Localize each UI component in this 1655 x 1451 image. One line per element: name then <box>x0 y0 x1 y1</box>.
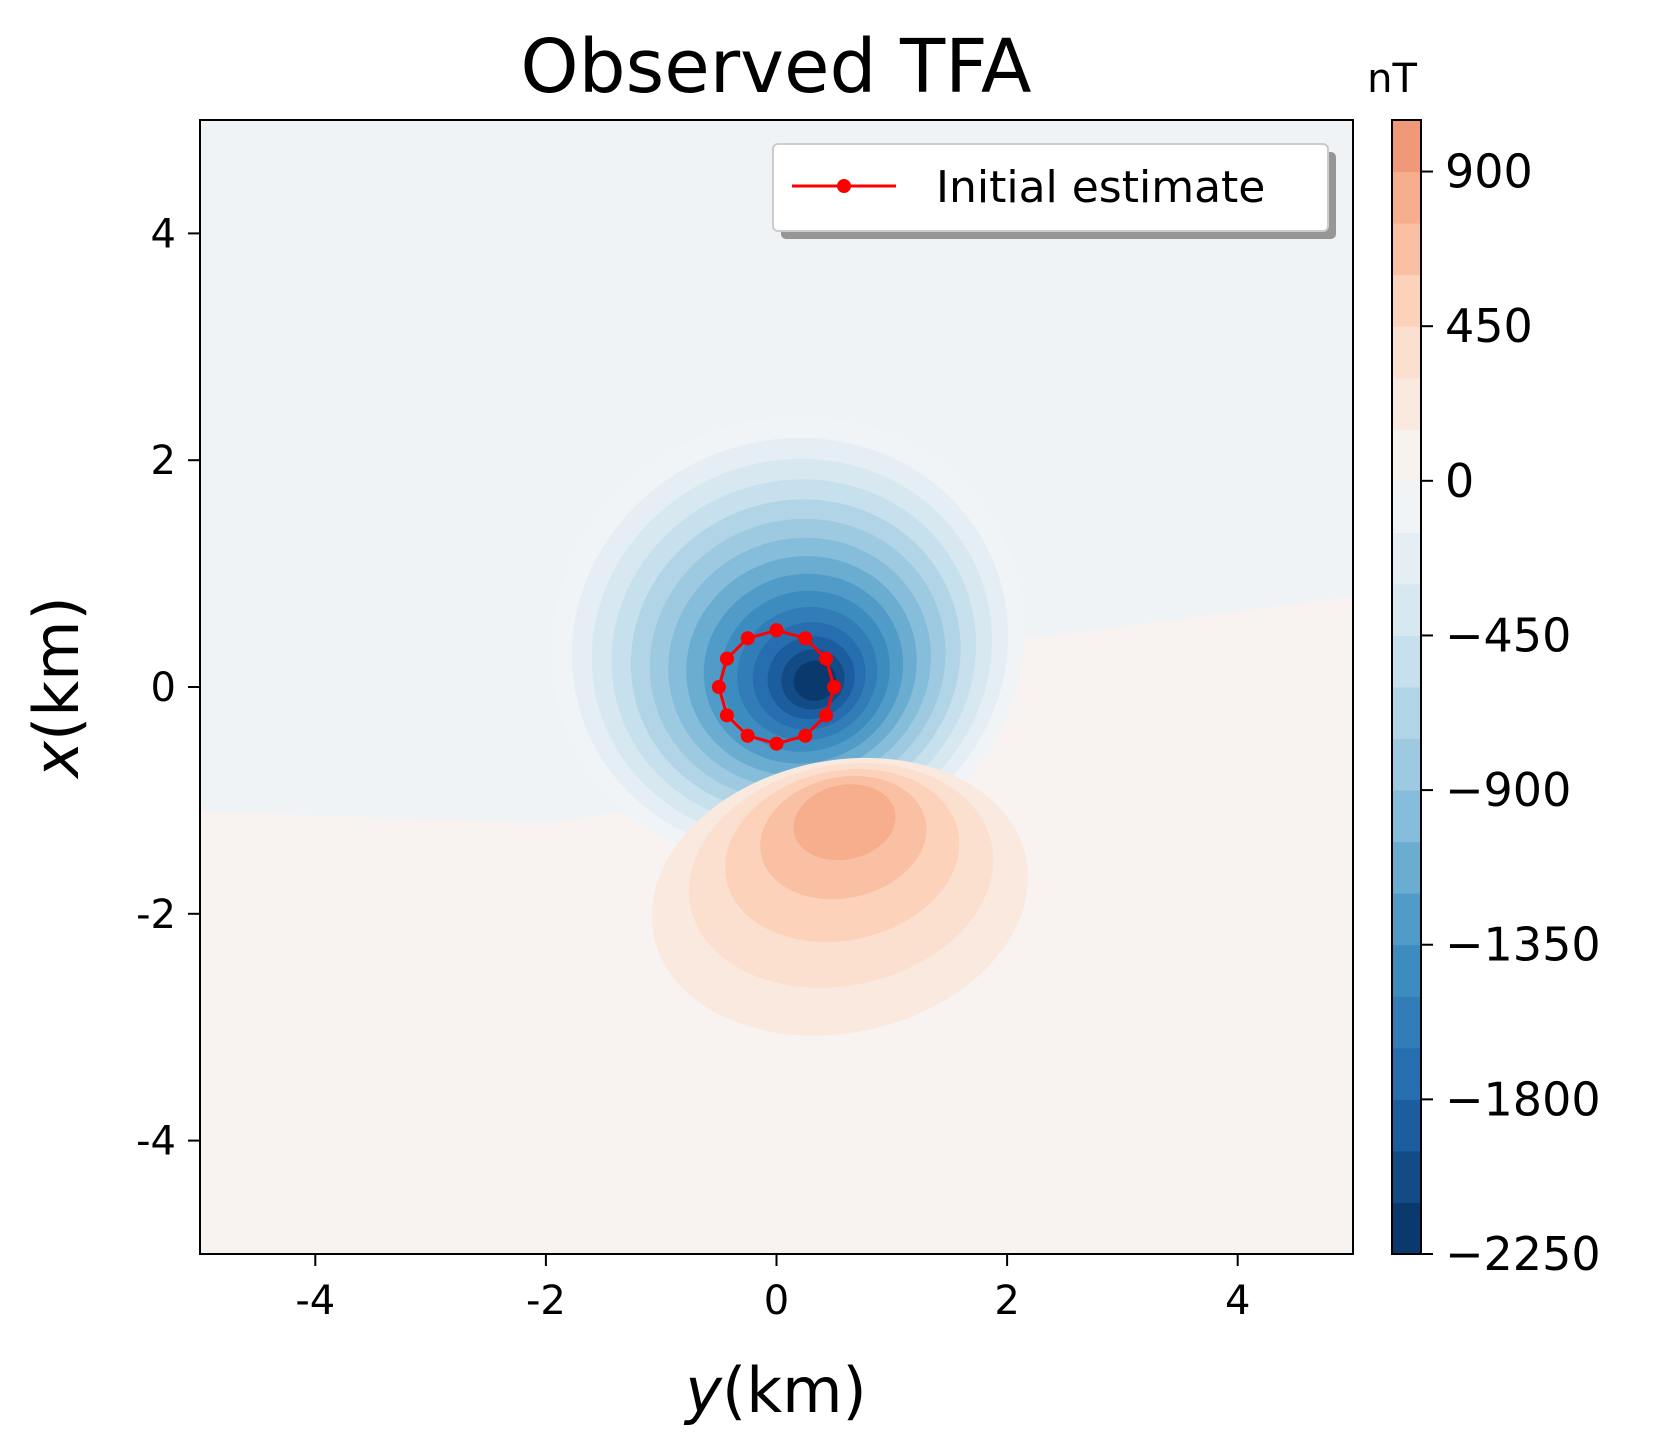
chart-title: Observed TFA <box>520 24 1032 110</box>
initial-estimate-point <box>719 651 734 666</box>
initial-estimate-point <box>798 631 813 646</box>
initial-estimate-point <box>819 708 834 723</box>
plot-area <box>200 120 1353 1254</box>
colorbar-band <box>1392 480 1421 533</box>
colorbar-band <box>1392 1047 1421 1100</box>
legend-label: Initial estimate <box>936 162 1265 213</box>
initial-estimate-series <box>711 623 842 751</box>
anomaly-field <box>200 416 1353 1254</box>
initial-estimate-point <box>769 736 784 751</box>
initial-estimate-point <box>827 680 842 694</box>
colorbar-band <box>1392 635 1421 688</box>
colorbar-bands <box>1392 120 1421 1255</box>
initial-estimate-point <box>798 728 813 743</box>
colorbar-band <box>1392 429 1421 482</box>
x-tick-label: 4 <box>1225 1278 1250 1324</box>
colorbar-tick-label: 900 <box>1445 145 1533 199</box>
y-axis-label-unit: (km) <box>20 596 93 741</box>
initial-estimate-point <box>711 680 726 694</box>
colorbar-band <box>1392 1150 1421 1203</box>
y-tick-label: -2 <box>136 892 176 938</box>
colorbar-tick-label: −450 <box>1445 608 1571 662</box>
legend-marker <box>837 179 851 193</box>
colorbar-band <box>1392 583 1421 636</box>
colorbar-band <box>1392 996 1421 1049</box>
colorbar-band <box>1392 893 1421 946</box>
colorbar-band <box>1392 841 1421 894</box>
colorbar-frame <box>1391 119 1422 1255</box>
colorbar-band <box>1392 1202 1421 1255</box>
x-axis-ticks: -4 -2 0 2 4 <box>295 1254 1250 1324</box>
y-axis-ticks: 4 2 0 -2 -4 <box>136 211 200 1165</box>
x-axis-label-var: y <box>683 1354 723 1427</box>
y-tick-label: 4 <box>151 211 176 257</box>
y-tick-label: 2 <box>151 438 176 484</box>
legend-box <box>772 143 1329 232</box>
y-axis-label: x(km) <box>20 596 93 779</box>
colorbar-tick-label: 450 <box>1445 299 1533 353</box>
initial-estimate-point <box>819 651 834 666</box>
negative-contour-band <box>793 660 837 701</box>
colorbar-band <box>1392 223 1421 276</box>
initial-estimate-point <box>719 708 734 723</box>
legend: Initial estimate <box>772 143 1336 239</box>
colorbar-tick-label: 0 <box>1445 454 1474 508</box>
colorbar-tick-label: −1350 <box>1445 918 1601 972</box>
colorbar-tick-label: −2250 <box>1445 1227 1601 1281</box>
colorbar-tick-label: −1800 <box>1445 1072 1601 1126</box>
colorbar-band <box>1392 944 1421 997</box>
colorbar-band <box>1392 687 1421 740</box>
colorbar-band <box>1392 120 1421 173</box>
colorbar-band <box>1392 274 1421 327</box>
colorbar-ticks: 900 450 0 −450 −900 −1350 −1800 −2250 <box>1421 145 1601 1281</box>
positive-contour-band <box>793 784 896 861</box>
x-tick-label: -2 <box>526 1278 566 1324</box>
x-tick-label: 2 <box>994 1278 1019 1324</box>
colorbar-band <box>1392 790 1421 843</box>
initial-estimate-point <box>740 728 755 743</box>
colorbar-unit: nT <box>1367 56 1417 102</box>
initial-estimate-point <box>740 631 755 646</box>
colorbar-band <box>1392 377 1421 430</box>
x-axis-label: y(km) <box>683 1354 866 1427</box>
colorbar-band <box>1392 532 1421 585</box>
colorbar-band <box>1392 738 1421 791</box>
y-axis-label-var: x <box>20 740 93 780</box>
initial-estimate-point <box>769 623 784 638</box>
x-axis-label-unit: (km) <box>722 1354 867 1427</box>
x-tick-label: -4 <box>295 1278 335 1324</box>
colorbar-band <box>1392 171 1421 224</box>
colorbar: nT 900 450 0 −450 −900 −1350 −1800 −2250 <box>1367 56 1601 1281</box>
y-tick-label: 0 <box>151 665 176 711</box>
y-tick-label: -4 <box>136 1119 176 1165</box>
x-tick-label: 0 <box>764 1278 789 1324</box>
colorbar-band <box>1392 326 1421 379</box>
colorbar-tick-label: −900 <box>1445 763 1571 817</box>
colorbar-band <box>1392 1099 1421 1152</box>
